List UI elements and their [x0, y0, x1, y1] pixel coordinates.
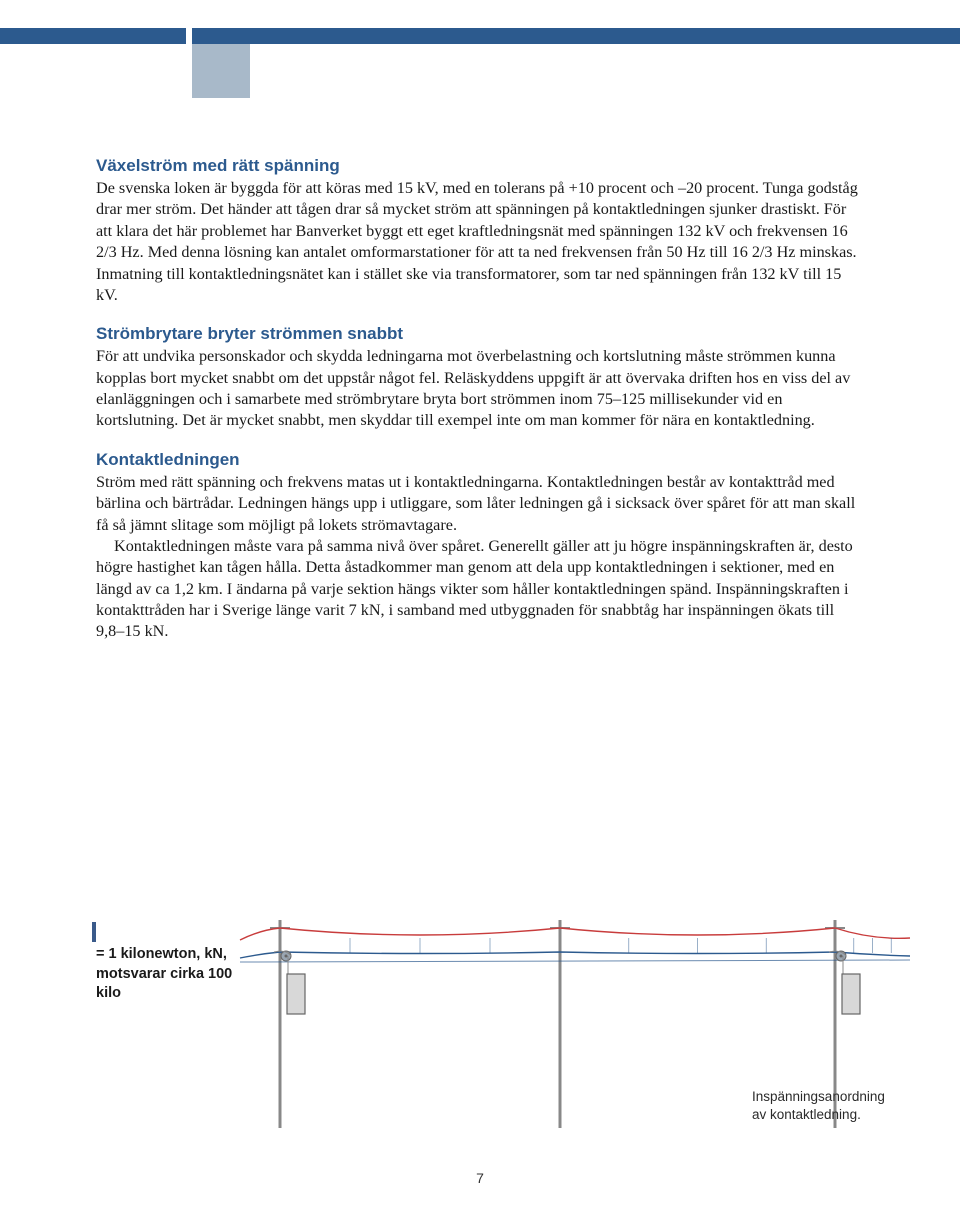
section-heading-1: Växelström med rätt spänning [96, 156, 864, 176]
header-accent-block [192, 44, 250, 98]
diagram-caption: Inspänningsanordning av kontaktledning. [752, 1088, 932, 1124]
section-2-paragraph: För att undvika personskador och skydda … [96, 346, 864, 432]
section-1-paragraph: De svenska loken är byggda för att köras… [96, 178, 864, 306]
section-3-paragraph-1: Ström med rätt spänning och frekvens mat… [96, 472, 864, 536]
section-heading-2: Strömbrytare bryter strömmen snabbt [96, 324, 864, 344]
header-bar-left [0, 28, 186, 44]
section-heading-3: Kontaktledningen [96, 450, 864, 470]
caption-line-1: Inspänningsanordning [752, 1089, 885, 1104]
caption-line-2: av kontaktledning. [752, 1107, 861, 1122]
document-body: Växelström med rätt spänning De svenska … [96, 156, 864, 661]
header-bar-right [192, 28, 960, 44]
section-3-paragraph-2: Kontaktledningen måste vara på samma niv… [96, 536, 864, 643]
page-number: 7 [0, 1170, 960, 1186]
header-bar [0, 28, 960, 44]
